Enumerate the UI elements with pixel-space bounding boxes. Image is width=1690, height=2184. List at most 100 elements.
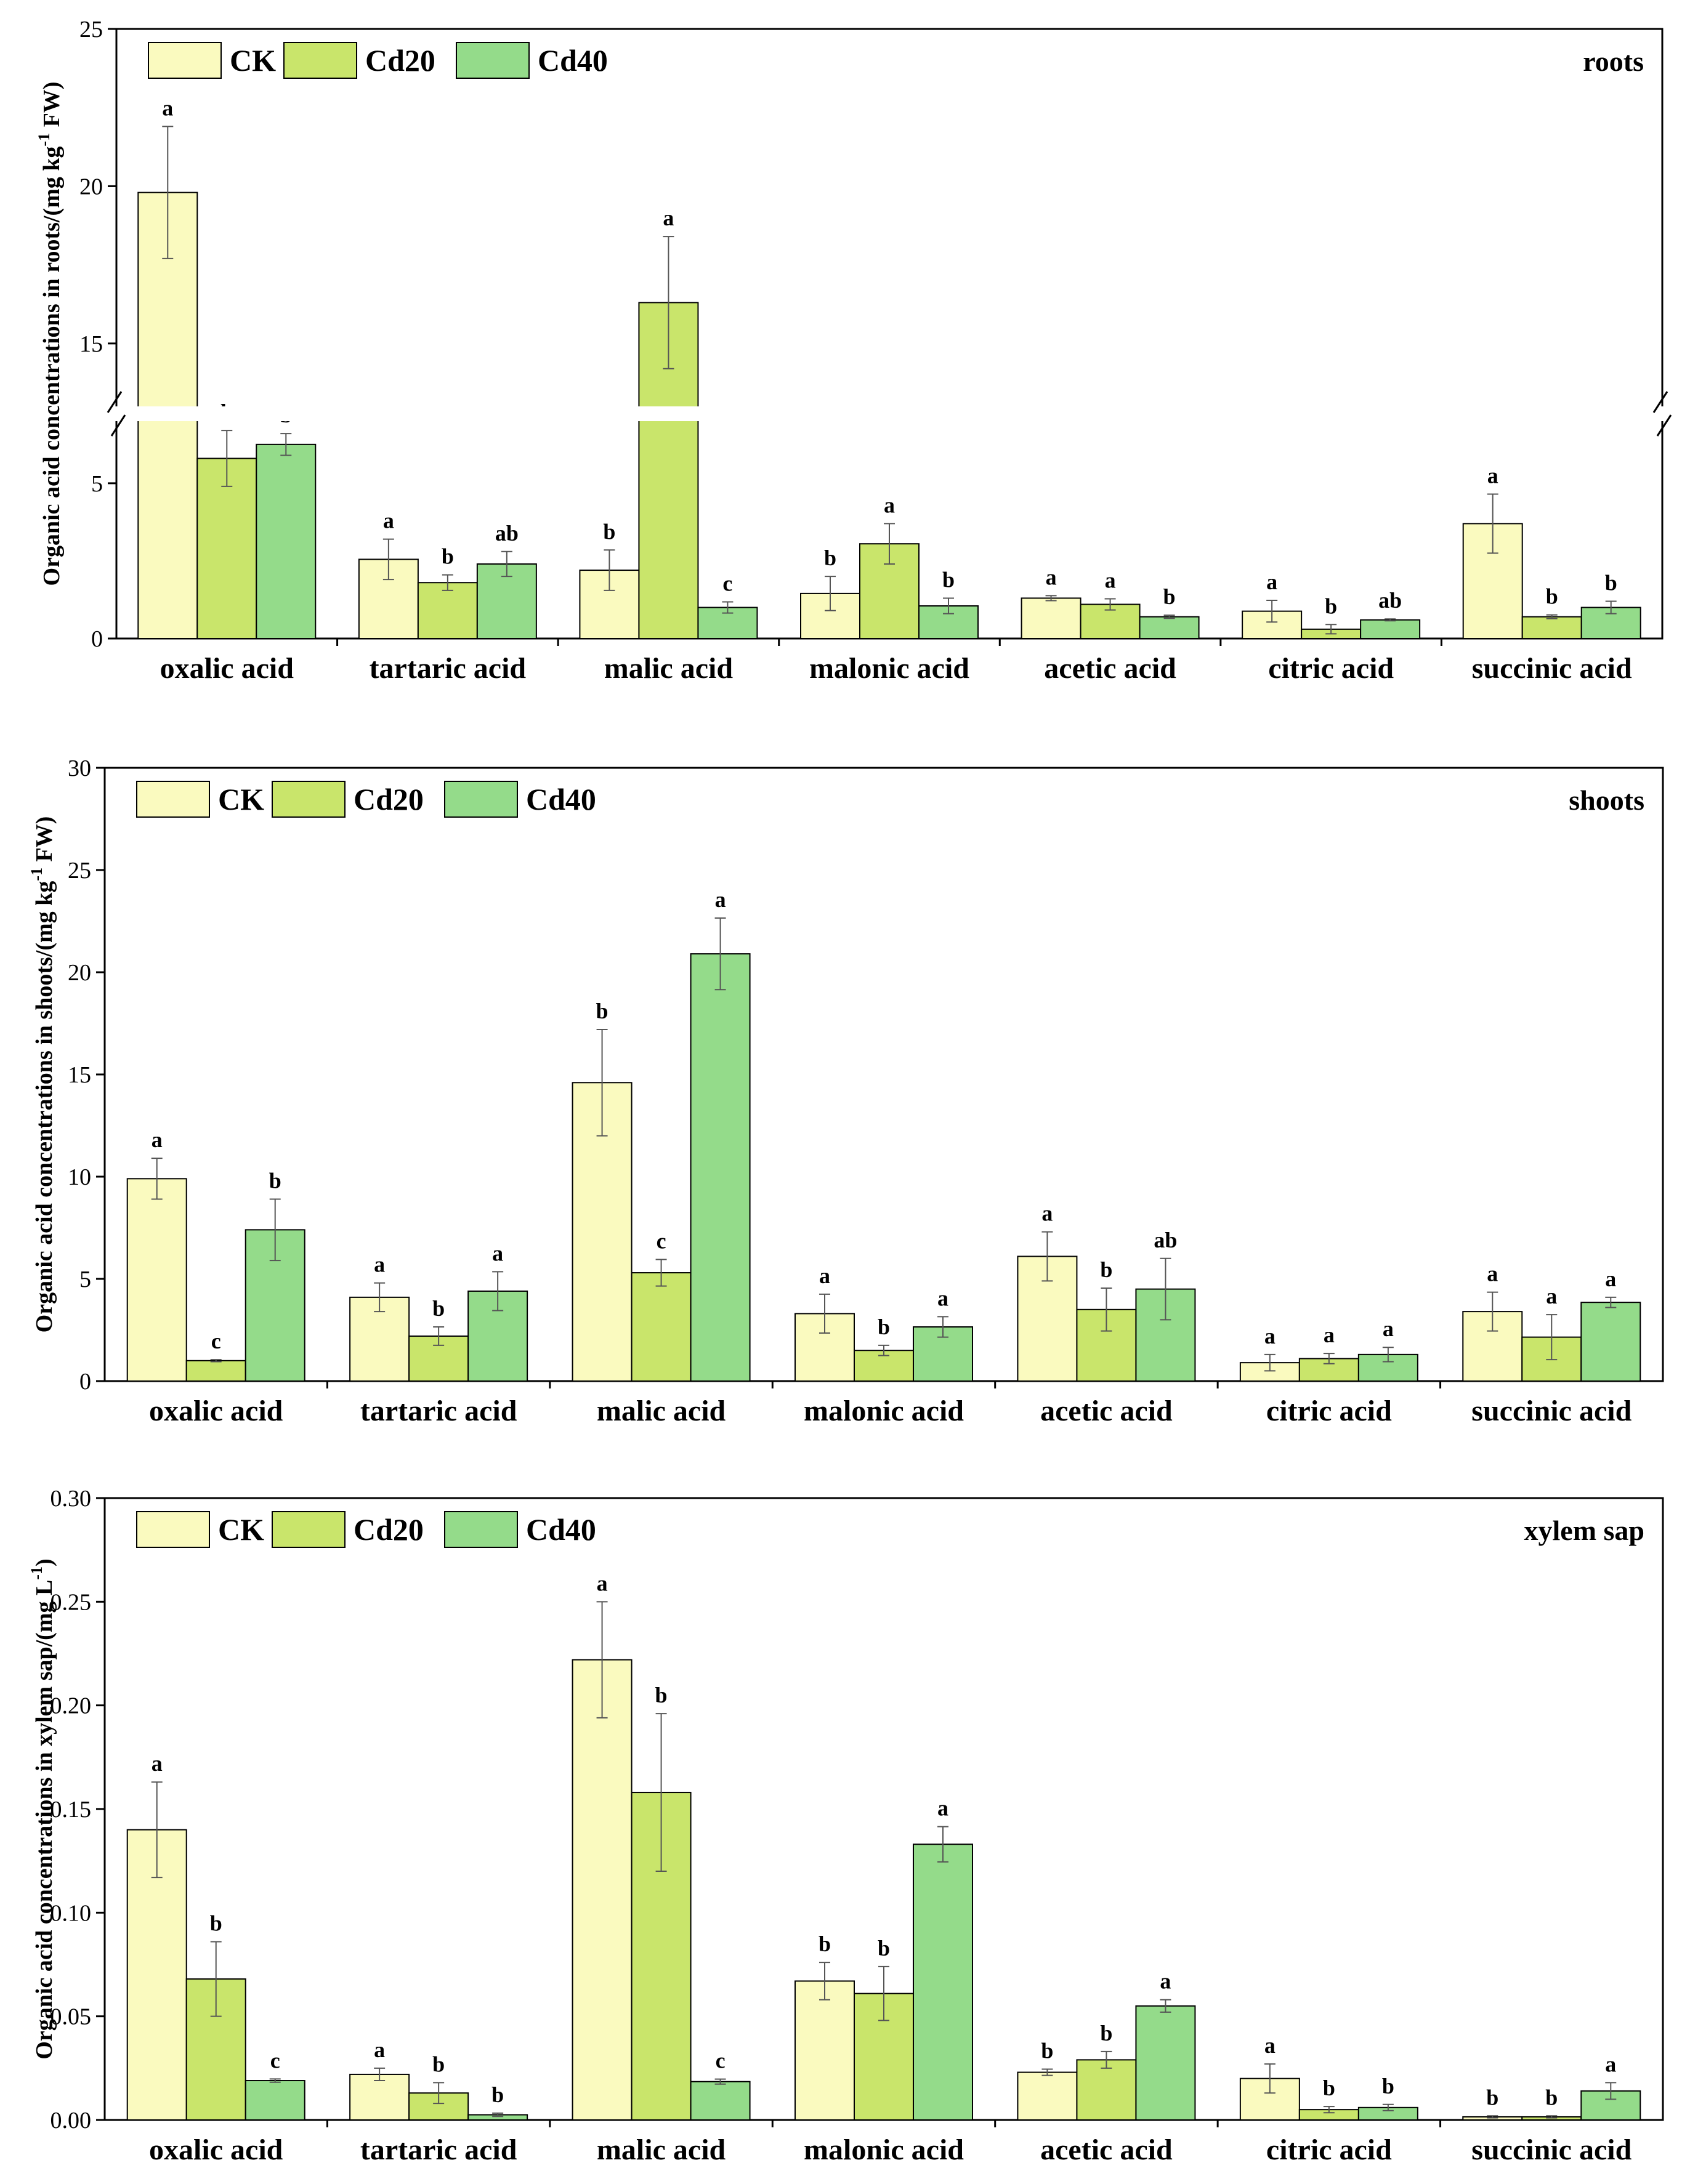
significance-label: a — [715, 887, 726, 912]
legend-label-ck: CK — [218, 782, 264, 816]
axis-break-gap-left — [114, 406, 119, 421]
y-tick-label: 5 — [79, 1267, 91, 1292]
legend-label-ck: CK — [218, 1512, 264, 1547]
axis-break-mark — [1652, 391, 1668, 413]
bar-cd20-oxalic-acid — [196, 457, 257, 639]
significance-label: a — [937, 1796, 948, 1821]
legend-swatch-cd40 — [456, 42, 530, 79]
y-tick-label: 0 — [79, 1369, 91, 1395]
y-tick-label: 0.00 — [51, 2108, 92, 2134]
y-tick-label: 0.30 — [51, 1486, 92, 1512]
legend-label-cd40: Cd40 — [526, 1512, 596, 1547]
significance-label: a — [1264, 1324, 1276, 1348]
y-axis-title: Organic acid concentrations in shoots/(m… — [28, 816, 57, 1333]
bar-cd20-oxalic-acid — [185, 1360, 246, 1382]
bar-ck-tartaric-acid — [349, 2073, 410, 2121]
x-category-label: oxalic acid — [160, 652, 294, 685]
significance-label: a — [1487, 464, 1498, 488]
significance-label: a — [383, 509, 394, 533]
significance-label: c — [270, 2048, 280, 2073]
significance-label: c — [722, 571, 732, 595]
legend-label-cd20: Cd20 — [354, 1512, 424, 1547]
bar-ck-oxalic-acid — [126, 1178, 187, 1382]
significance-label: ab — [495, 521, 519, 546]
legend-label-cd20: Cd20 — [354, 782, 424, 816]
significance-label: b — [269, 1169, 281, 1193]
y-tick-label: 20 — [79, 174, 103, 199]
plot-frame — [103, 767, 1664, 1382]
bar-ck-malic-acid — [572, 1659, 633, 2121]
x-category-label: succinic acid — [1472, 652, 1632, 685]
bar-cd20-succinic-acid — [1521, 616, 1582, 640]
bar-cd40-citric-acid — [1360, 619, 1421, 640]
x-category-label: malonic acid — [804, 1395, 964, 1427]
panel-shoots: 051015202530aabaaaacbcbbaabaaaabaaoxalic… — [28, 756, 1664, 1427]
bar-cd20-malic-acid — [631, 1792, 692, 2121]
y-axis-title-sup: -1 — [28, 1566, 46, 1580]
legend-swatch-ck — [148, 42, 222, 79]
legend-swatch-ck — [136, 781, 210, 818]
y-tick-label: 25 — [68, 858, 91, 884]
axis-break-band — [118, 406, 1661, 421]
legend-label-cd40: Cd40 — [526, 782, 596, 816]
axis-break-mark — [107, 391, 123, 413]
y-axis-title-part: Organic acid concentrations in xylem sap… — [31, 1580, 57, 2060]
significance-label: c — [211, 1329, 221, 1353]
y-axis-title-part: FW) — [31, 816, 57, 868]
x-category-label: tartaric acid — [370, 652, 527, 685]
significance-label: a — [152, 1751, 163, 1776]
significance-label: a — [374, 1252, 385, 1277]
x-category-label: succinic acid — [1471, 1395, 1631, 1427]
significance-label: b — [1100, 1257, 1112, 1282]
y-tick-label: 0.05 — [51, 2004, 92, 2030]
y-tick-label: 15 — [68, 1062, 91, 1088]
y-tick-label: 0.25 — [51, 1589, 92, 1615]
significance-label: b — [1325, 594, 1337, 618]
legend-label-cd40: Cd40 — [538, 43, 608, 78]
bar-cd40-oxalic-acid — [256, 443, 317, 639]
bar-cd40-acetic-acid — [1135, 2005, 1196, 2121]
y-axis-title-part: Organic acid concentrations in roots/(mg… — [39, 147, 65, 586]
legend-swatch-cd20 — [272, 1511, 346, 1548]
y-tick-label: 25 — [79, 17, 103, 42]
significance-label: b — [596, 999, 608, 1023]
x-category-label: malic acid — [597, 2134, 726, 2166]
significance-label: a — [1046, 565, 1057, 589]
significance-label: a — [492, 1241, 503, 1265]
x-category-label: acetic acid — [1040, 1395, 1173, 1427]
significance-label: b — [1041, 2039, 1053, 2063]
significance-label: b — [442, 544, 454, 569]
significance-label: b — [432, 2052, 445, 2076]
significance-label: b — [878, 1315, 890, 1339]
x-category-label: oxalic acid — [149, 1395, 283, 1427]
bar-cd20-malic-acid — [631, 1272, 692, 1382]
y-axis-title-part: Organic acid concentrations in shoots/(m… — [31, 881, 57, 1333]
legend-swatch-ck — [136, 1511, 210, 1548]
panel-xylem-sap: 0.00 0.05 0.10 0.15 0.20 0.25 0.30 a a a b b a b b b b b b… — [28, 1486, 1664, 2166]
legend-swatch-cd20 — [272, 781, 346, 818]
y-tick-label: 15 — [79, 331, 103, 357]
significance-label: b — [432, 1296, 445, 1321]
y-axis-title-sup: -1 — [28, 868, 46, 881]
significance-label: a — [937, 1286, 948, 1310]
legend-label-ck: CK — [230, 43, 276, 78]
y-tick-label: 30 — [68, 756, 91, 781]
x-category-label: malonic acid — [809, 652, 969, 685]
y-axis-title-part: ) — [31, 1558, 57, 1566]
bar-cd40-oxalic-acid — [245, 2080, 305, 2121]
significance-label: a — [1605, 1267, 1616, 1291]
significance-label: a — [1160, 1969, 1171, 1994]
legend-label-cd20: Cd20 — [365, 43, 435, 78]
significance-label: b — [819, 1932, 831, 1956]
x-category-label: acetic acid — [1044, 652, 1176, 685]
significance-label: c — [716, 2049, 726, 2073]
y-tick-label: 10 — [68, 1164, 91, 1190]
significance-label: c — [657, 1228, 666, 1253]
legend-swatch-cd40 — [444, 1511, 518, 1548]
significance-label: b — [824, 546, 836, 570]
y-axis-title: Organic acid concentrations in xylem sap… — [28, 1558, 57, 2059]
significance-label: b — [1323, 2076, 1335, 2100]
significance-label: ab — [1154, 1228, 1177, 1252]
y-tick-label: 5 — [91, 471, 103, 497]
